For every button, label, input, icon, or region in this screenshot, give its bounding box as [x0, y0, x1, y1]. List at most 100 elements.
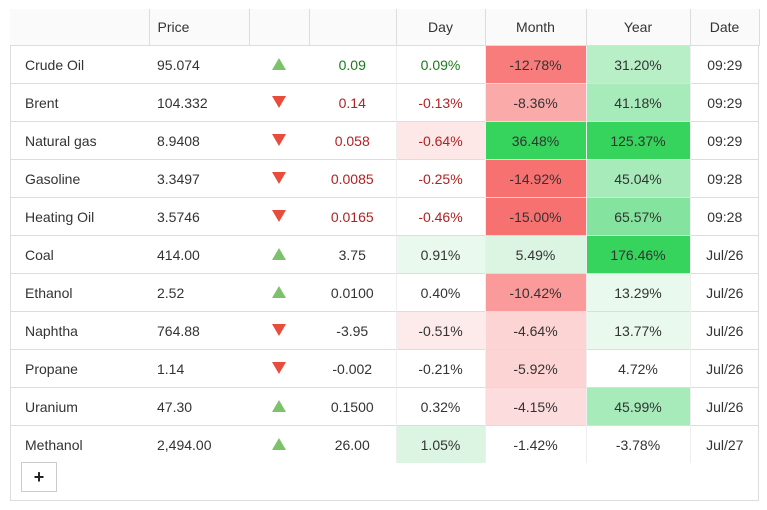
commodity-name[interactable]: Brent [10, 83, 149, 122]
change-cell: 0.0165 [309, 197, 396, 236]
year-change-cell: 41.18% [585, 83, 690, 122]
change-cell: 3.75 [309, 235, 396, 274]
table-row[interactable]: Heating Oil 3.5746 0.0165 -0.46% -15.00% 65.5… [10, 197, 759, 236]
header-change[interactable] [308, 9, 397, 46]
trend-cell [249, 83, 309, 122]
day-change-cell: 0.32% [395, 387, 485, 426]
arrow-down-icon [272, 323, 286, 336]
year-change-cell: 176.46% [585, 235, 690, 274]
month-change-cell: -4.64% [484, 311, 586, 350]
change-cell: 26.00 [309, 425, 396, 463]
year-change-cell: 45.99% [585, 387, 690, 426]
commodity-name[interactable]: Uranium [10, 387, 149, 426]
trend-cell [249, 425, 309, 463]
price-cell: 3.5746 [149, 197, 249, 236]
change-cell: 0.1500 [309, 387, 396, 426]
header-price[interactable]: Price [148, 9, 250, 46]
date-cell: Jul/26 [689, 235, 759, 274]
day-change-cell: -0.13% [395, 83, 485, 122]
date-cell: 09:28 [689, 159, 759, 198]
year-change-cell: 65.57% [585, 197, 690, 236]
table-row[interactable]: Ethanol 2.52 0.0100 0.40% -10.42% 13.29% Jul/2… [10, 273, 759, 312]
commodity-name[interactable]: Heating Oil [10, 197, 149, 236]
change-cell: -3.95 [309, 311, 396, 350]
change-cell: 0.09 [309, 45, 396, 84]
month-change-cell: -1.42% [484, 425, 586, 463]
year-change-cell: 4.72% [585, 349, 690, 388]
day-change-cell: -0.64% [395, 121, 485, 160]
date-cell: 09:29 [689, 121, 759, 160]
change-cell: -0.002 [309, 349, 396, 388]
month-change-cell: 5.49% [484, 235, 586, 274]
arrow-down-icon [272, 361, 286, 374]
add-button[interactable]: + [21, 462, 57, 492]
table-row[interactable]: Brent 104.332 0.14 -0.13% -8.36% 41.18% 09:29 [10, 83, 759, 122]
arrow-up-icon [272, 437, 286, 450]
table-row[interactable]: Natural gas 8.9408 0.058 -0.64% 36.48% 125.37… [10, 121, 759, 160]
table-row[interactable]: Uranium 47.30 0.1500 0.32% -4.15% 45.99% Jul/2… [10, 387, 759, 426]
day-change-cell: 0.91% [395, 235, 485, 274]
table-body: Crude Oil 95.074 0.09 0.09% -12.78% 31.20% 09:… [10, 45, 759, 463]
commodity-name[interactable]: Propane [10, 349, 149, 388]
price-cell: 47.30 [149, 387, 249, 426]
date-cell: 09:29 [689, 45, 759, 84]
date-cell: Jul/26 [689, 311, 759, 350]
date-cell: Jul/26 [689, 387, 759, 426]
month-change-cell: -12.78% [484, 45, 586, 84]
date-cell: Jul/26 [689, 349, 759, 388]
arrow-down-icon [272, 133, 286, 146]
trend-cell [249, 311, 309, 350]
header-day[interactable]: Day [395, 9, 486, 46]
commodity-name[interactable]: Naphtha [10, 311, 149, 350]
change-cell: 0.058 [309, 121, 396, 160]
table-row[interactable]: Crude Oil 95.074 0.09 0.09% -12.78% 31.20% 09:… [10, 45, 759, 84]
plus-icon: + [33, 466, 45, 487]
table-row[interactable]: Gasoline 3.3497 0.0085 -0.25% -14.92% 45.04% 0… [10, 159, 759, 198]
day-change-cell: -0.46% [395, 197, 485, 236]
trend-cell [249, 121, 309, 160]
header-year[interactable]: Year [585, 9, 691, 46]
commodity-name[interactable]: Natural gas [10, 121, 149, 160]
price-cell: 8.9408 [149, 121, 249, 160]
arrow-up-icon [272, 399, 286, 412]
price-cell: 104.332 [149, 83, 249, 122]
change-cell: 0.14 [309, 83, 396, 122]
arrow-up-icon [272, 247, 286, 260]
table-row[interactable]: Coal 414.00 3.75 0.91% 5.49% 176.46% Jul/26 [10, 235, 759, 274]
year-change-cell: 13.77% [585, 311, 690, 350]
arrow-down-icon [272, 171, 286, 184]
table-header-row: Price Day Month Year Date [10, 9, 760, 46]
arrow-down-icon [272, 95, 286, 108]
header-name[interactable] [10, 9, 150, 46]
year-change-cell: 13.29% [585, 273, 690, 312]
commodity-name[interactable]: Methanol [10, 425, 149, 463]
year-change-cell: 45.04% [585, 159, 690, 198]
table-row[interactable]: Naphtha 764.88 -3.95 -0.51% -4.64% 13.77% Jul/… [10, 311, 759, 350]
price-cell: 764.88 [149, 311, 249, 350]
month-change-cell: -5.92% [484, 349, 586, 388]
month-change-cell: -8.36% [484, 83, 586, 122]
commodity-name[interactable]: Gasoline [10, 159, 149, 198]
month-change-cell: 36.48% [484, 121, 586, 160]
commodities-table: Price Day Month Year Date Crude Oil 95.07… [10, 9, 760, 463]
commodity-name[interactable]: Ethanol [10, 273, 149, 312]
year-change-cell: 125.37% [585, 121, 690, 160]
trend-cell [249, 45, 309, 84]
header-month[interactable]: Month [484, 9, 587, 46]
trend-cell [249, 197, 309, 236]
commodity-name[interactable]: Crude Oil [10, 45, 149, 84]
date-cell: Jul/26 [689, 273, 759, 312]
commodity-name[interactable]: Coal [10, 235, 149, 274]
day-change-cell: -0.25% [395, 159, 485, 198]
table-row[interactable]: Propane 1.14 -0.002 -0.21% -5.92% 4.72% Jul/26 [10, 349, 759, 388]
trend-cell [249, 349, 309, 388]
month-change-cell: -10.42% [484, 273, 586, 312]
year-change-cell: 31.20% [585, 45, 690, 84]
trend-cell [249, 159, 309, 198]
table-row[interactable]: Methanol 2,494.00 26.00 1.05% -1.42% -3.78% Ju… [10, 425, 759, 463]
day-change-cell: 1.05% [395, 425, 485, 463]
day-change-cell: 0.40% [395, 273, 485, 312]
header-date[interactable]: Date [689, 9, 760, 46]
date-cell: 09:29 [689, 83, 759, 122]
price-cell: 2.52 [149, 273, 249, 312]
